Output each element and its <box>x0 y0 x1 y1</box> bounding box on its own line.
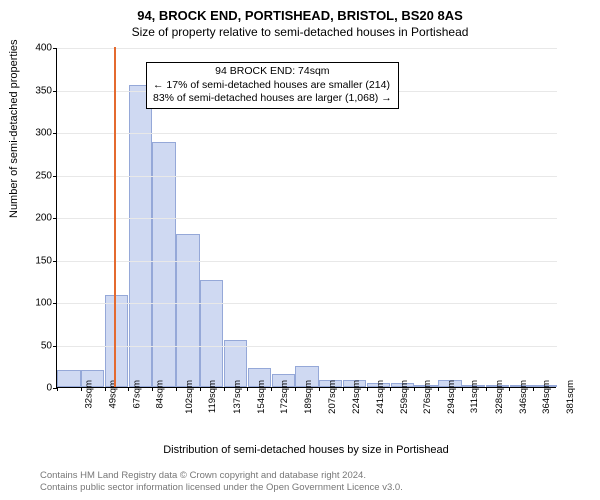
histogram-bar <box>200 280 223 387</box>
annot-line-3: 83% of semi-detached houses are larger (… <box>153 92 392 106</box>
xtick-label: 276sqm <box>422 380 433 414</box>
annot-line-1: 94 BROCK END: 74sqm <box>153 65 392 79</box>
xtick-mark <box>128 387 129 391</box>
ytick-mark <box>53 346 57 347</box>
xtick-mark <box>105 387 106 391</box>
ytick-label: 150 <box>20 255 52 266</box>
gridline <box>57 218 557 219</box>
xtick-mark <box>486 387 487 391</box>
footer-line-1: Contains HM Land Registry data © Crown c… <box>40 470 588 482</box>
xtick-label: 207sqm <box>327 380 338 414</box>
histogram-bar <box>176 234 199 387</box>
xtick-label: 294sqm <box>446 380 457 414</box>
xtick-mark <box>367 387 368 391</box>
chart-title-address: 94, BROCK END, PORTISHEAD, BRISTOL, BS20… <box>0 0 600 23</box>
gridline <box>57 48 557 49</box>
xtick-label: 241sqm <box>375 380 386 414</box>
chart-title-desc: Size of property relative to semi-detach… <box>0 23 600 39</box>
footer-attribution: Contains HM Land Registry data © Crown c… <box>40 470 588 494</box>
footer-line-2: Contains public sector information licen… <box>40 482 588 494</box>
ytick-label: 250 <box>20 170 52 181</box>
ytick-mark <box>53 48 57 49</box>
ytick-mark <box>53 261 57 262</box>
xtick-mark <box>533 387 534 391</box>
property-marker-line <box>114 47 116 387</box>
xtick-mark <box>224 387 225 391</box>
xtick-mark <box>509 387 510 391</box>
xtick-label: 364sqm <box>541 380 552 414</box>
ytick-label: 400 <box>20 43 52 54</box>
gridline <box>57 303 557 304</box>
histogram-bar <box>152 142 175 387</box>
xtick-mark <box>176 387 177 391</box>
ytick-mark <box>53 176 57 177</box>
xtick-label: 84sqm <box>155 380 166 409</box>
xtick-mark <box>57 387 58 391</box>
xtick-mark <box>295 387 296 391</box>
xtick-label: 381sqm <box>565 380 576 414</box>
xtick-label: 328sqm <box>494 380 505 414</box>
x-axis-label: Distribution of semi-detached houses by … <box>56 444 556 456</box>
xtick-label: 224sqm <box>351 380 362 414</box>
xtick-label: 32sqm <box>84 380 95 409</box>
xtick-mark <box>152 387 153 391</box>
y-axis-label: Number of semi-detached properties <box>8 39 20 218</box>
ytick-mark <box>53 218 57 219</box>
xtick-label: 311sqm <box>469 380 480 413</box>
gridline <box>57 346 557 347</box>
histogram-bar <box>57 370 80 387</box>
histogram-bar <box>129 85 152 387</box>
gridline <box>57 133 557 134</box>
chart-area: 05010015020025030035040032sqm49sqm67sqm8… <box>56 48 580 418</box>
ytick-label: 50 <box>20 340 52 351</box>
xtick-label: 102sqm <box>184 380 195 414</box>
ytick-label: 100 <box>20 298 52 309</box>
ytick-label: 300 <box>20 128 52 139</box>
xtick-mark <box>319 387 320 391</box>
xtick-mark <box>438 387 439 391</box>
xtick-label: 67sqm <box>131 380 142 409</box>
xtick-mark <box>200 387 201 391</box>
ytick-mark <box>53 303 57 304</box>
histogram-bar <box>105 295 128 387</box>
ytick-mark <box>53 133 57 134</box>
xtick-mark <box>271 387 272 391</box>
xtick-label: 49sqm <box>107 380 118 409</box>
ytick-mark <box>53 91 57 92</box>
xtick-label: 189sqm <box>303 380 314 414</box>
xtick-mark <box>343 387 344 391</box>
ytick-label: 350 <box>20 85 52 96</box>
xtick-label: 259sqm <box>398 380 409 414</box>
ytick-label: 200 <box>20 213 52 224</box>
gridline <box>57 261 557 262</box>
xtick-label: 172sqm <box>279 380 290 414</box>
ytick-label: 0 <box>20 383 52 394</box>
gridline <box>57 176 557 177</box>
xtick-mark <box>414 387 415 391</box>
annotation-box: 94 BROCK END: 74sqm ← 17% of semi-detach… <box>146 62 399 109</box>
xtick-label: 119sqm <box>207 380 218 413</box>
xtick-label: 346sqm <box>517 380 528 414</box>
xtick-label: 154sqm <box>255 380 266 414</box>
annot-line-2: ← 17% of semi-detached houses are smalle… <box>153 79 392 93</box>
xtick-mark <box>81 387 82 391</box>
xtick-mark <box>247 387 248 391</box>
xtick-label: 137sqm <box>232 380 243 414</box>
xtick-mark <box>390 387 391 391</box>
xtick-mark <box>462 387 463 391</box>
